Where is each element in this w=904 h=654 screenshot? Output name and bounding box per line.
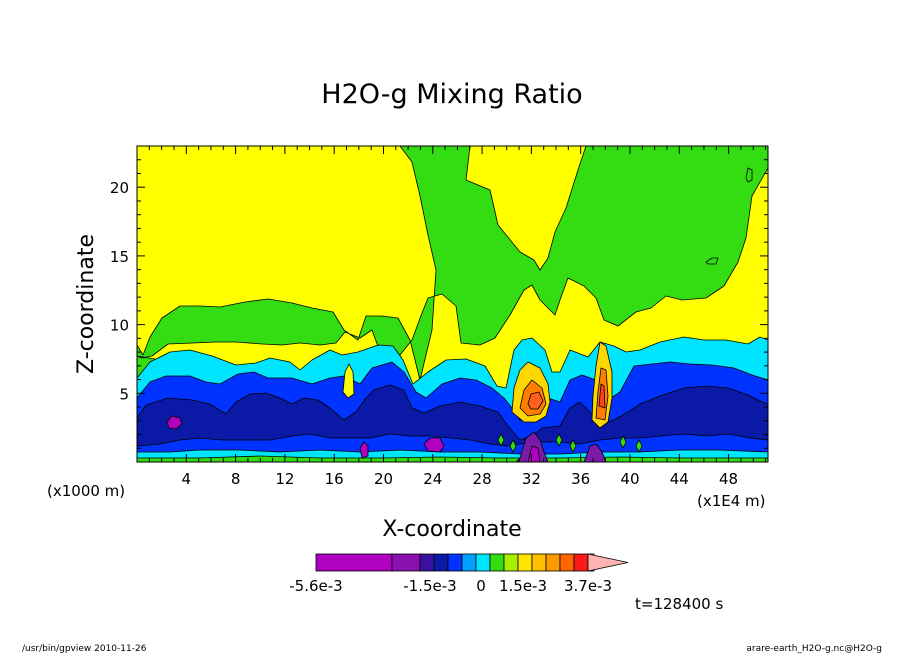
colorbar-segment bbox=[545, 553, 561, 572]
surface-speck bbox=[497, 433, 505, 447]
y-tick-labels: 5 10 15 20 bbox=[110, 179, 129, 403]
y-tick-label: 15 bbox=[110, 248, 129, 266]
x-tick-label: 32 bbox=[522, 470, 541, 488]
colorbar-segment bbox=[447, 553, 463, 572]
axis-ticks bbox=[137, 146, 768, 462]
colorbar-segment bbox=[503, 553, 519, 572]
surface-speck bbox=[569, 439, 577, 453]
x-tick-label: 24 bbox=[423, 470, 442, 488]
surface-speck bbox=[635, 439, 643, 453]
colorbar-label: -1.5e-3 bbox=[403, 577, 456, 595]
chart-title: H2O-g Mixing Ratio bbox=[321, 79, 582, 110]
colorbar-segment bbox=[419, 553, 435, 572]
y-tick-label: 10 bbox=[110, 317, 129, 335]
convective-core-center bbox=[598, 383, 606, 409]
x-tick-labels: 4 8 12 16 20 24 28 32 36 40 44 48 bbox=[182, 470, 739, 488]
colorbar-label: 0 bbox=[476, 577, 486, 595]
colorbar-segment bbox=[433, 553, 449, 572]
purple-pocket bbox=[166, 415, 183, 430]
convective-core-center bbox=[527, 391, 544, 410]
x-tick-label: 44 bbox=[670, 470, 689, 488]
purple-pocket bbox=[423, 437, 445, 453]
x-tick-label: 48 bbox=[719, 470, 738, 488]
surface-speck bbox=[555, 433, 563, 447]
moist-column bbox=[342, 363, 355, 399]
colorbar-segment bbox=[517, 553, 533, 572]
colorbar-arrow bbox=[587, 553, 629, 572]
x-tick-label: 4 bbox=[182, 470, 192, 488]
x-tick-label: 12 bbox=[275, 470, 294, 488]
x-tick-label: 8 bbox=[231, 470, 241, 488]
colorbar-segment bbox=[573, 553, 589, 572]
colorbar-segment bbox=[489, 553, 505, 572]
x-tick-label: 40 bbox=[620, 470, 639, 488]
green-island bbox=[705, 257, 719, 265]
x-axis-unit-left: (x1000 m) bbox=[47, 482, 125, 500]
x-axis-label: X-coordinate bbox=[382, 517, 521, 542]
x-tick-label: 16 bbox=[325, 470, 344, 488]
colorbar-segment bbox=[391, 553, 421, 572]
colorbar-label: -5.6e-3 bbox=[289, 577, 342, 595]
x-axis-unit-right: (x1E4 m) bbox=[697, 492, 766, 510]
colorbar bbox=[315, 553, 629, 572]
colorbar-segment bbox=[461, 553, 477, 572]
green-island bbox=[745, 167, 753, 183]
x-tick-label: 20 bbox=[374, 470, 393, 488]
colorbar-segment bbox=[315, 553, 393, 572]
purple-pocket bbox=[359, 441, 369, 459]
x-tick-label: 28 bbox=[473, 470, 492, 488]
footer-right: arare-earth_H2O-g.nc@H2O-g bbox=[746, 644, 882, 654]
colorbar-segment bbox=[475, 553, 491, 572]
colorbar-labels: -5.6e-3 -1.5e-3 0 1.5e-3 3.7e-3 bbox=[289, 577, 612, 595]
surface-speck bbox=[619, 435, 627, 449]
x-tick-label: 36 bbox=[571, 470, 590, 488]
y-axis-label: Z-coordinate bbox=[74, 234, 99, 374]
colorbar-label: 1.5e-3 bbox=[499, 577, 547, 595]
surface-speck bbox=[509, 439, 517, 453]
footer-left: /usr/bin/gpview 2010-11-26 bbox=[22, 644, 147, 654]
contour-field bbox=[137, 146, 768, 462]
y-tick-label: 20 bbox=[110, 179, 129, 197]
plot-frame bbox=[136, 145, 769, 463]
colorbar-segment bbox=[559, 553, 575, 572]
y-tick-label: 5 bbox=[119, 385, 129, 403]
purple-pocket bbox=[583, 443, 607, 462]
colorbar-segment bbox=[531, 553, 547, 572]
time-label: t=128400 s bbox=[635, 595, 723, 613]
colorbar-label: 3.7e-3 bbox=[564, 577, 612, 595]
